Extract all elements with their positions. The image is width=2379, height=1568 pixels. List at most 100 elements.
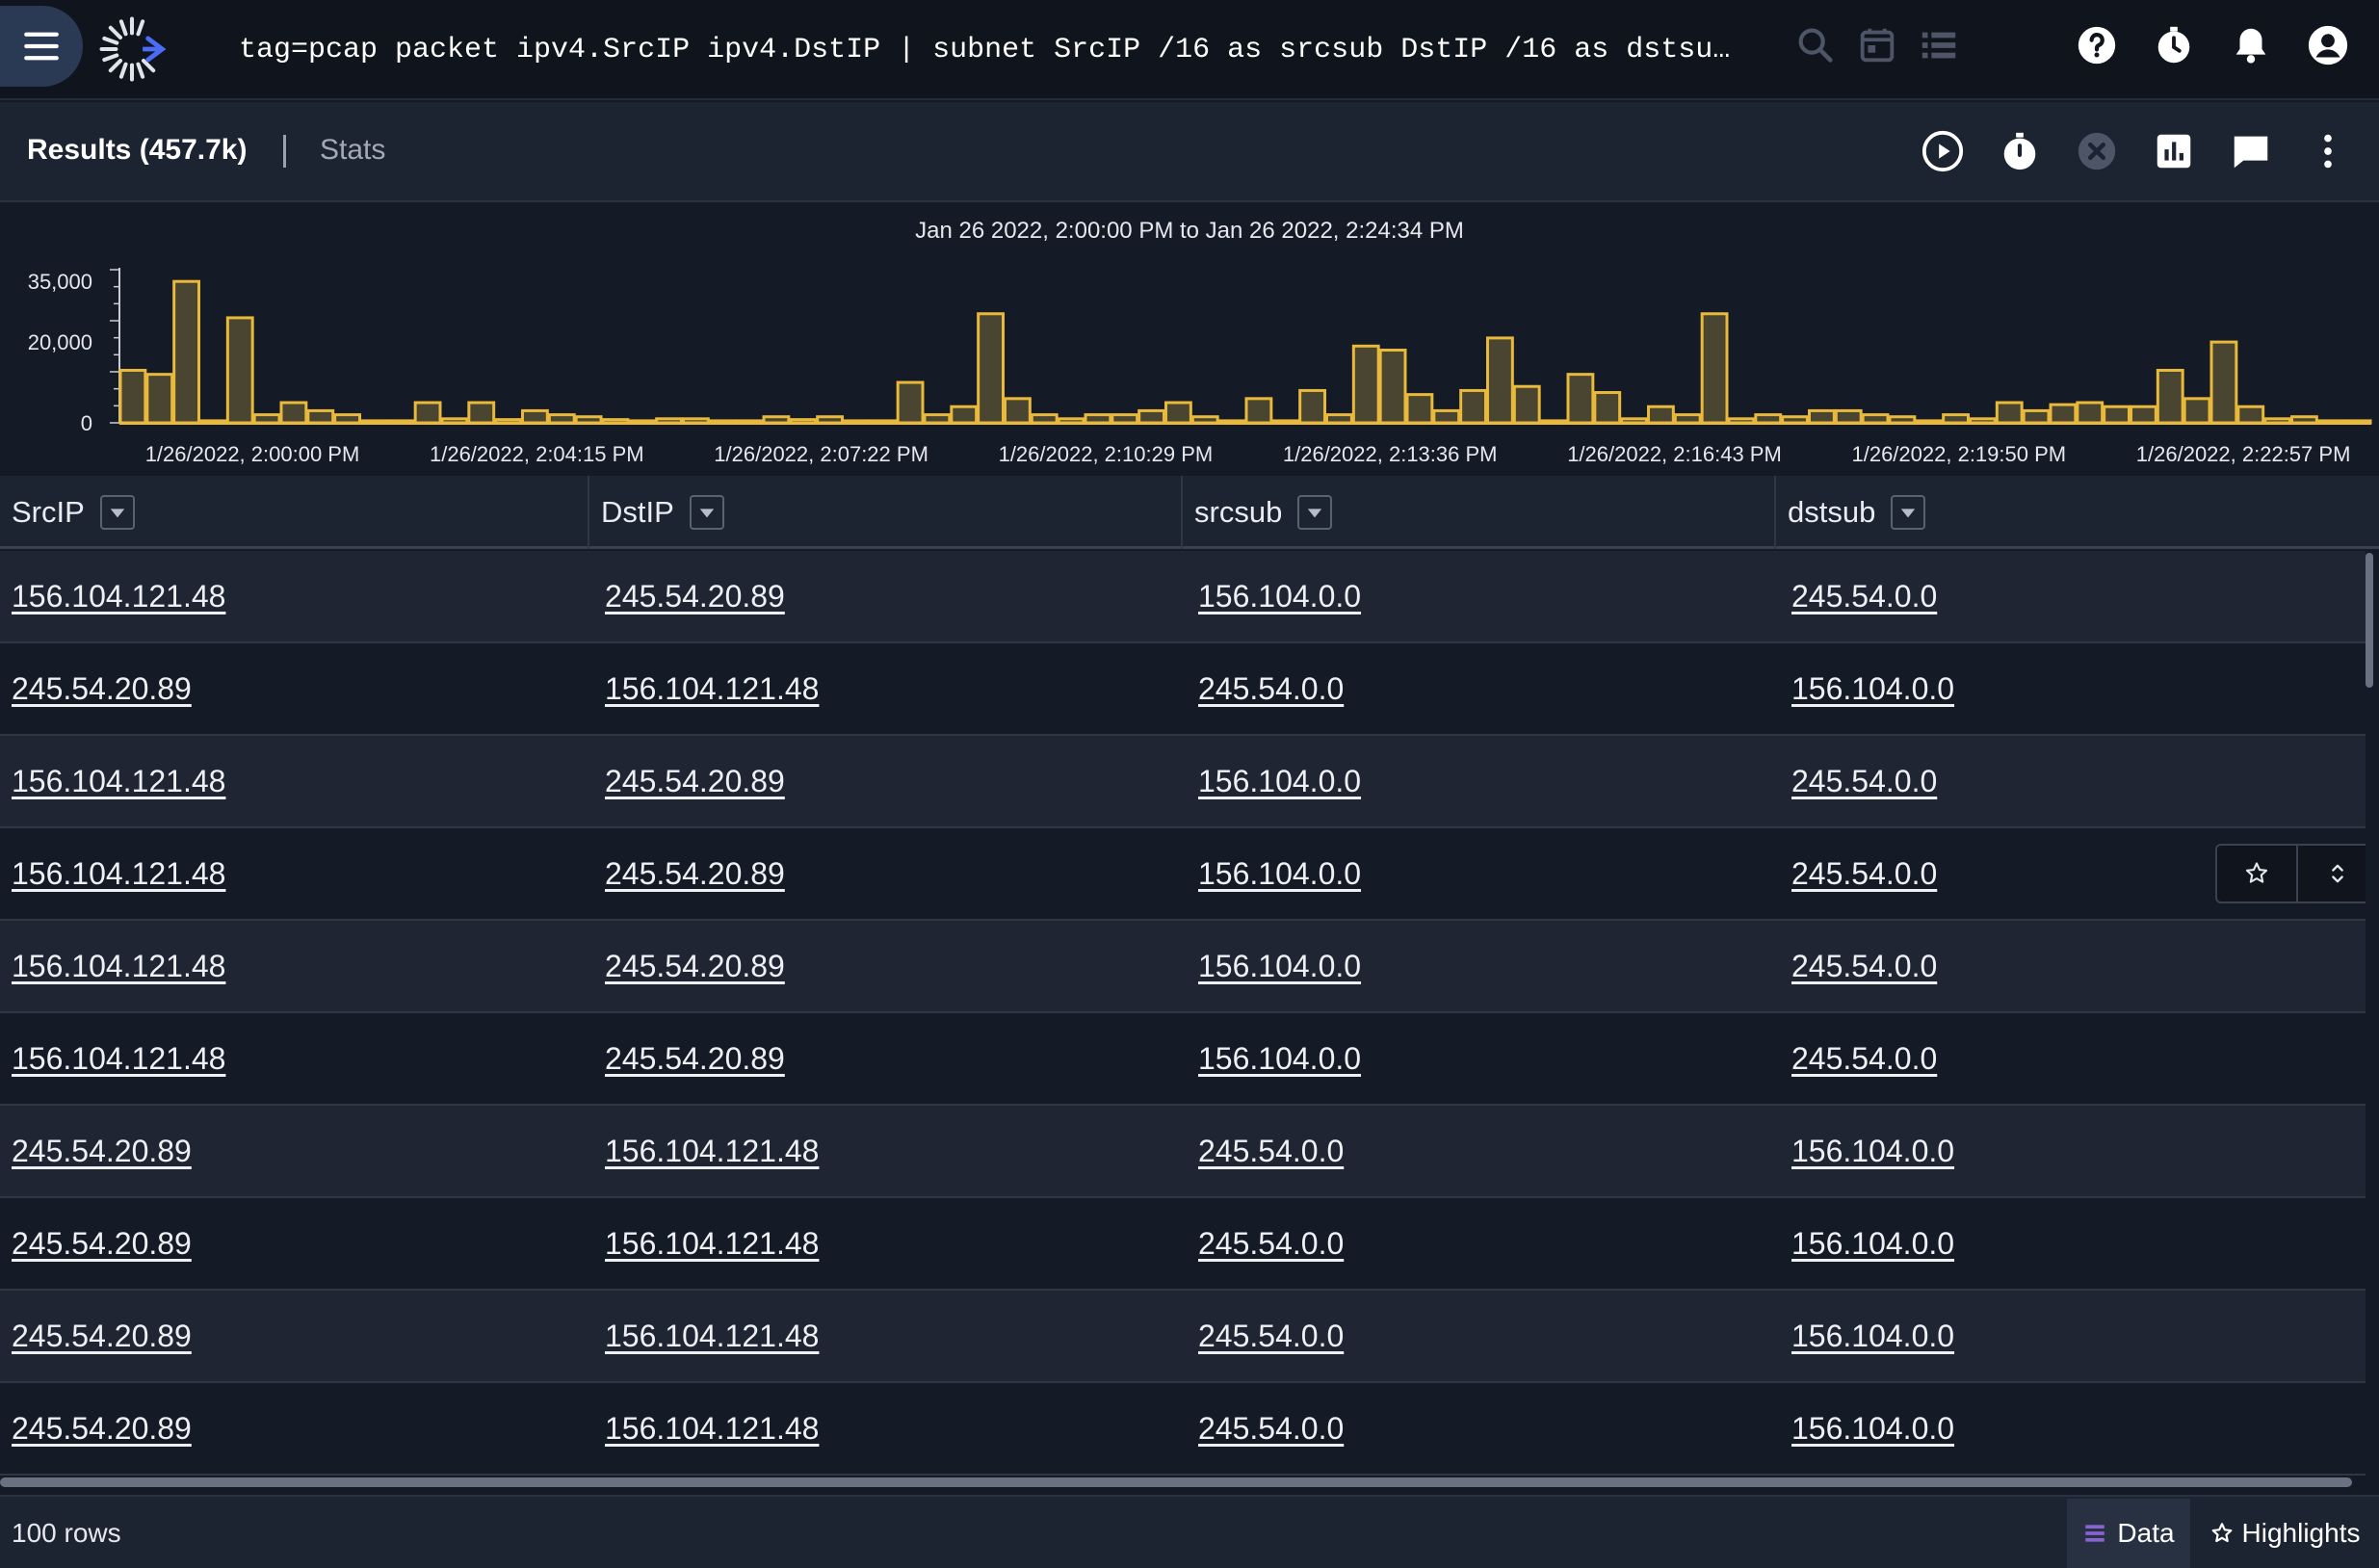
histogram-bar[interactable]	[1004, 397, 1032, 425]
cell-dstip[interactable]: 156.104.121.48	[605, 1226, 820, 1261]
cell-srcsub[interactable]: 245.54.0.0	[1198, 671, 1345, 706]
play-icon[interactable]	[1921, 129, 1965, 173]
vertical-scrollbar[interactable]	[2366, 551, 2379, 1476]
cell-dstsub[interactable]: 245.54.0.0	[1791, 949, 1938, 983]
histogram-bar[interactable]	[1271, 419, 1300, 425]
cell-dstsub[interactable]: 156.104.0.0	[1791, 1226, 1955, 1261]
histogram-bar[interactable]	[521, 408, 549, 425]
cell-dstip[interactable]: 245.54.20.89	[605, 1041, 785, 1076]
comment-icon[interactable]	[2229, 129, 2273, 173]
histogram-bar[interactable]	[1647, 405, 1675, 425]
histogram-bar[interactable]	[1781, 415, 1809, 425]
histogram-bar[interactable]	[923, 413, 952, 425]
cell-dstsub[interactable]: 156.104.0.0	[1791, 671, 1955, 706]
histogram-bar[interactable]	[199, 419, 227, 425]
cell-srcip[interactable]: 156.104.121.48	[12, 764, 226, 798]
histogram-bar[interactable]	[1190, 415, 1219, 425]
cell-dstip[interactable]: 156.104.121.48	[605, 1411, 820, 1446]
histogram-bar[interactable]	[1942, 413, 1970, 425]
histogram-bar[interactable]	[1995, 401, 2024, 425]
histogram-bar[interactable]	[977, 312, 1006, 425]
cell-dstsub[interactable]: 245.54.0.0	[1791, 579, 1938, 614]
cell-srcsub[interactable]: 245.54.0.0	[1198, 1134, 1345, 1168]
histogram-bar[interactable]	[1378, 349, 1407, 425]
histogram-bar[interactable]	[1673, 413, 1702, 425]
cell-srcsub[interactable]: 156.104.0.0	[1198, 949, 1362, 983]
histogram-bar[interactable]	[2209, 340, 2238, 425]
histogram-bar[interactable]	[628, 419, 657, 425]
results-tab[interactable]: Results (457.7k)	[27, 134, 248, 166]
cell-srcsub[interactable]: 156.104.0.0	[1198, 579, 1362, 614]
cell-srcip[interactable]: 245.54.20.89	[12, 671, 192, 706]
help-icon[interactable]	[2075, 23, 2119, 67]
cell-dstsub[interactable]: 245.54.0.0	[1791, 1041, 1938, 1076]
histogram-bar[interactable]	[1164, 401, 1192, 425]
histogram-bar[interactable]	[333, 413, 361, 425]
histogram-bar[interactable]	[413, 401, 442, 425]
histogram-bar[interactable]	[1459, 388, 1487, 425]
histogram-bar[interactable]	[1754, 413, 1783, 425]
histogram-bar[interactable]	[2290, 415, 2318, 425]
cell-srcip[interactable]: 156.104.121.48	[12, 1041, 226, 1076]
histogram-bar[interactable]	[2076, 401, 2104, 425]
histogram-bar[interactable]	[1217, 419, 1246, 425]
account-icon[interactable]	[2306, 23, 2350, 67]
histogram-bar[interactable]	[1620, 417, 1648, 425]
histogram-bar[interactable]	[1057, 417, 1085, 425]
cell-srcip[interactable]: 245.54.20.89	[12, 1226, 192, 1261]
histogram-bar[interactable]	[1405, 393, 1434, 425]
histogram-bar[interactable]	[1137, 408, 1165, 425]
histogram-bar[interactable]	[386, 419, 415, 425]
cell-dstsub[interactable]: 156.104.0.0	[1791, 1134, 1955, 1168]
column-header-dstsub[interactable]: dstsub	[1776, 476, 2379, 549]
search-icon[interactable]	[1793, 23, 1838, 67]
histogram-bar[interactable]	[1566, 373, 1595, 425]
table-row[interactable]: 156.104.121.48 245.54.20.89 156.104.0.0 …	[0, 1013, 2367, 1106]
histogram-bar[interactable]	[843, 419, 871, 425]
histogram-bar[interactable]	[1432, 408, 1461, 425]
histogram-bar[interactable]	[2316, 419, 2345, 425]
histogram-bar[interactable]	[2263, 417, 2292, 425]
column-header-srcip[interactable]: SrcIP	[0, 476, 589, 549]
histogram-bar[interactable]	[735, 419, 764, 425]
histogram-bar[interactable]	[869, 419, 898, 425]
histogram-bar[interactable]	[1325, 413, 1353, 425]
table-row[interactable]: 245.54.20.89 156.104.121.48 245.54.0.0 1…	[0, 1383, 2367, 1476]
histogram-bar[interactable]	[1593, 391, 1622, 425]
histogram-chart[interactable]: Jan 26 2022, 2:00:00 PM to Jan 26 2022, …	[0, 204, 2379, 476]
cell-srcsub[interactable]: 156.104.0.0	[1198, 1041, 1362, 1076]
histogram-bar[interactable]	[547, 413, 576, 425]
histogram-bar[interactable]	[1915, 419, 1944, 425]
histogram-bar[interactable]	[655, 417, 684, 425]
histogram-bar[interactable]	[1888, 415, 1917, 425]
histogram-bar[interactable]	[2236, 405, 2265, 425]
column-menu-button[interactable]	[99, 495, 135, 530]
cell-srcsub[interactable]: 245.54.0.0	[1198, 1411, 1345, 1446]
histogram-bar[interactable]	[950, 405, 979, 425]
histogram-bar[interactable]	[467, 401, 496, 425]
cell-srcip[interactable]: 156.104.121.48	[12, 856, 226, 891]
vertical-scrollbar-thumb[interactable]	[2366, 553, 2373, 688]
histogram-bar[interactable]	[1030, 413, 1059, 425]
column-menu-button[interactable]	[689, 495, 724, 530]
histogram-bar[interactable]	[1486, 336, 1514, 425]
cell-dstip[interactable]: 245.54.20.89	[605, 764, 785, 798]
cell-dstip[interactable]: 156.104.121.48	[605, 671, 820, 706]
more-icon[interactable]	[2306, 129, 2350, 173]
histogram-bar[interactable]	[1808, 408, 1836, 425]
query-input[interactable]: tag=pcap packet ipv4.SrcIP ipv4.DstIP | …	[239, 34, 1741, 66]
horizontal-scrollbar-thumb[interactable]	[0, 1477, 2352, 1487]
cell-dstip[interactable]: 245.54.20.89	[605, 949, 785, 983]
table-row[interactable]: 245.54.20.89 156.104.121.48 245.54.0.0 1…	[0, 1291, 2367, 1383]
histogram-bar[interactable]	[252, 413, 281, 425]
histogram-bar[interactable]	[2103, 405, 2131, 425]
history-icon[interactable]	[2152, 23, 2196, 67]
histogram-bar[interactable]	[118, 368, 147, 425]
histogram-bar[interactable]	[601, 418, 630, 425]
table-row[interactable]: 245.54.20.89 156.104.121.48 245.54.0.0 1…	[0, 1106, 2367, 1198]
histogram-bar[interactable]	[2343, 419, 2372, 425]
histogram[interactable]: Jan 26 2022, 2:00:00 PM to Jan 26 2022, …	[0, 204, 2379, 476]
histogram-bar[interactable]	[1700, 312, 1729, 425]
histogram-bar[interactable]	[1298, 388, 1326, 425]
histogram-bar[interactable]	[1084, 413, 1112, 425]
